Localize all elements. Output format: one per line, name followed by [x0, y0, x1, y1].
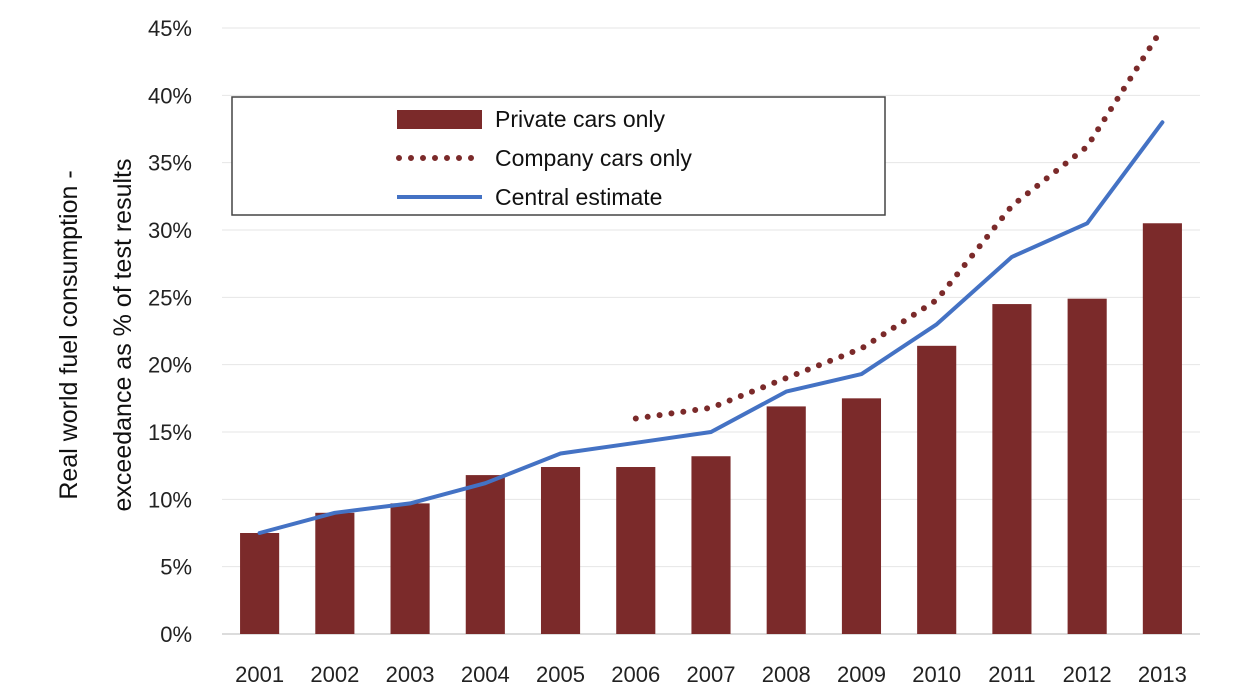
y-axis-label: Real world fuel consumption - exceedance…: [55, 159, 137, 512]
bar: [691, 456, 731, 634]
x-tick-label: 2013: [1138, 662, 1187, 687]
bar: [841, 398, 882, 634]
bar: [992, 304, 1032, 634]
x-tick-label: 2011: [988, 662, 1035, 687]
x-tick-label: 2009: [837, 662, 886, 687]
bar: [1067, 298, 1107, 634]
y-tick-label: 30%: [148, 218, 192, 243]
y-tick-label: 0%: [160, 622, 192, 647]
bar: [616, 467, 656, 634]
legend-label-central: Central estimate: [495, 184, 662, 210]
x-axis-ticks: 2001 2002 2003 2004 2005 2006 2007 2008 2009 2010…: [235, 662, 1187, 687]
y-tick-label: 10%: [148, 487, 192, 512]
y-axis-label-line-2: exceedance as % of test results: [109, 159, 137, 512]
bar: [315, 512, 355, 634]
x-tick-label: 2001: [235, 662, 284, 687]
legend-swatch-private: [397, 110, 482, 129]
x-tick-label: 2003: [386, 662, 435, 687]
y-axis-ticks: 0% 5% 10% 15% 20% 25% 30% 35% 40% 45%: [148, 16, 192, 647]
y-tick-label: 15%: [148, 420, 192, 445]
y-tick-label: 5%: [160, 555, 192, 580]
line-series: [257, 25, 1166, 535]
legend-label-private: Private cars only: [495, 106, 666, 132]
x-tick-label: 2004: [461, 662, 510, 687]
x-tick-label: 2008: [762, 662, 811, 687]
x-tick-label: 2012: [1063, 662, 1112, 687]
bar: [390, 503, 430, 634]
bar: [465, 475, 505, 634]
bar: [240, 533, 280, 634]
x-tick-label: 2007: [687, 662, 736, 687]
bar: [766, 406, 806, 634]
x-tick-label: 2005: [536, 662, 585, 687]
bar: [917, 345, 957, 634]
legend-box: [231, 96, 886, 216]
x-tick-label: 2010: [912, 662, 961, 687]
y-tick-label: 45%: [148, 16, 192, 41]
series-line-central: [257, 120, 1165, 535]
bar: [1142, 223, 1182, 634]
series-line-company: [632, 25, 1166, 422]
legend-label-company: Company cars only: [495, 145, 692, 171]
gridlines: [222, 27, 1200, 635]
y-tick-label: 20%: [148, 353, 192, 378]
y-tick-label: 25%: [148, 285, 192, 310]
x-tick-label: 2006: [611, 662, 660, 687]
legend: Private cars only Company cars only Cent…: [231, 96, 886, 216]
bar-series: [240, 223, 1182, 634]
y-tick-label: 40%: [148, 83, 192, 108]
y-axis-label-line-1: Real world fuel consumption -: [55, 170, 83, 499]
bar: [540, 467, 581, 634]
y-tick-label: 35%: [148, 151, 192, 176]
x-tick-label: 2002: [310, 662, 359, 687]
